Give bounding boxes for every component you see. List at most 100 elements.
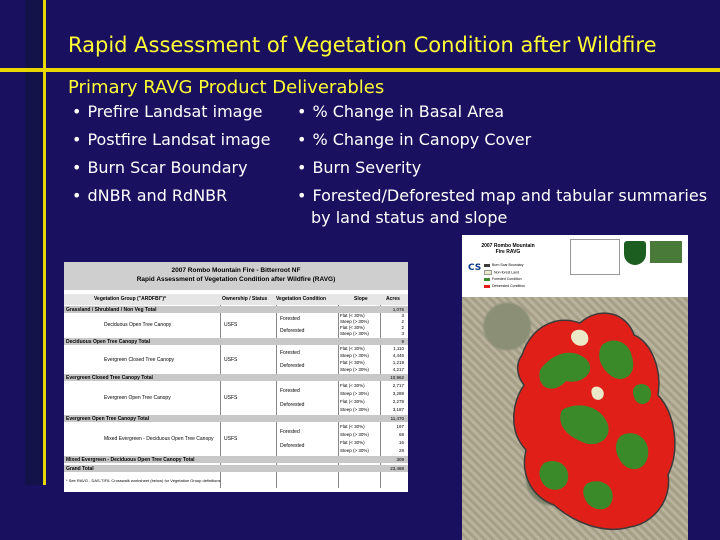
condition-value: Forested	[280, 429, 300, 435]
acres-value: 197	[396, 424, 404, 429]
legend-item-boundary: Burn Scar Boundary	[484, 263, 524, 267]
table-row	[64, 338, 408, 345]
table-footnote: * See RAVG - DAS-TIFIL Crosswalk workshe…	[66, 478, 221, 483]
table-row	[64, 415, 408, 422]
table-row	[64, 465, 408, 472]
slope-value: Flat (< 30%)	[340, 325, 365, 330]
table-title-line2: Rapid Assessment of Vegetation Condition…	[136, 276, 336, 283]
swatch-icon	[484, 277, 490, 281]
acres-value: 1,110	[393, 346, 404, 351]
acres-value: 2,279	[392, 399, 404, 404]
acres-value: 3,289	[392, 391, 404, 396]
table-title: 2007 Rombo Mountain Fire - Bitterroot NF…	[64, 262, 408, 290]
acres-value: 10,962	[390, 375, 404, 380]
acres-value: 3,187	[392, 407, 404, 412]
col-ownership: Ownership / Status	[222, 296, 268, 302]
ravg-summary-table: 2007 Rombo Mountain Fire - Bitterroot NF…	[64, 262, 408, 492]
bullet-right-1: •% Change in Basal Area	[297, 102, 505, 121]
burn-condition-map: 2007 Rombo Mountain Fire RAVG CS Burn Sc…	[462, 235, 688, 540]
forest-service-shield-icon	[624, 241, 646, 265]
acres-value: 4,217	[392, 367, 404, 372]
ownership-value: USFS	[224, 322, 238, 328]
condition-value: Deforested	[280, 443, 305, 449]
acres-value: 11,470	[390, 416, 404, 421]
col-acres: Acres	[386, 296, 400, 302]
swatch-icon	[484, 270, 492, 275]
acres-value: 1,076	[392, 307, 404, 312]
condition-value: Deforested	[280, 328, 305, 334]
table-header-row: Vegetation Group ("ARDFBI")* Ownership /…	[64, 294, 408, 305]
row-label: Evergreen Closed Tree Canopy Total	[66, 375, 153, 381]
yellow-vertical-rule	[43, 0, 46, 485]
legend-item-forested: Forested Condition	[484, 277, 522, 281]
slide-subtitle: Primary RAVG Product Deliverables	[68, 77, 385, 98]
bullet-left-2: • Postfire Landsat image	[72, 130, 271, 149]
bullet-left-4: • dNBR and RdNBR	[72, 186, 228, 205]
legend-item-deforested: Deforested Condition	[484, 284, 525, 288]
col-slope: Slope	[354, 296, 368, 302]
acres-value: 9	[401, 339, 404, 344]
table-row	[64, 374, 408, 381]
table-title-line1: 2007 Rombo Mountain Fire - Bitterroot NF	[171, 267, 301, 274]
left-decor-bar	[25, 0, 43, 485]
slope-value: Steep (> 30%)	[340, 319, 369, 324]
slope-value: Flat (< 30%)	[340, 313, 365, 318]
bullet-right-4-continuation: by land status and slope	[311, 208, 508, 227]
ownership-value: USFS	[224, 395, 238, 401]
ownership-value: USFS	[224, 357, 238, 363]
slope-value: Flat (< 30%)	[340, 399, 365, 404]
acres-value: 3	[401, 331, 404, 336]
slope-value: Steep (> 30%)	[340, 391, 369, 396]
table-row	[64, 306, 408, 313]
acres-value: 4,446	[392, 353, 404, 358]
slope-value: Steep (> 30%)	[340, 432, 369, 437]
legend-item-nonforest: Non-forest Land	[484, 270, 519, 275]
burn-scar-polygon	[513, 312, 676, 531]
acres-value: 3	[401, 313, 404, 318]
acres-value: 309	[396, 457, 404, 462]
slope-value: Flat (< 30%)	[340, 383, 365, 388]
bullet-left-3: • Burn Scar Boundary	[72, 158, 248, 177]
yellow-horizontal-rule	[0, 68, 720, 72]
slope-value: Flat (< 30%)	[340, 346, 365, 351]
row-label: Evergreen Open Tree Canopy	[104, 395, 171, 401]
bullet-right-2: •% Change in Canopy Cover	[297, 130, 532, 149]
condition-value: Forested	[280, 350, 300, 356]
row-label: Evergreen Open Tree Canopy Total	[66, 416, 149, 422]
condition-value: Deforested	[280, 402, 305, 408]
slope-value: Flat (< 30%)	[340, 440, 365, 445]
row-label: Mixed Evergreen - Deciduous Open Tree Ca…	[66, 457, 195, 463]
slope-value: Flat (< 30%)	[340, 424, 365, 429]
acres-value: 28	[398, 448, 404, 453]
acres-value: 2	[401, 319, 404, 324]
acres-value: 1,219	[392, 360, 404, 365]
acres-value: 16	[398, 440, 404, 445]
condition-value: Forested	[280, 316, 300, 322]
col-veg-group: Vegetation Group ("ARDFBI")*	[94, 296, 166, 302]
agency-logo-icon	[650, 241, 682, 263]
slide-title: Rapid Assessment of Vegetation Condition…	[68, 33, 657, 57]
acres-value: 68	[398, 432, 404, 437]
slope-value: Flat (< 30%)	[340, 360, 365, 365]
map-title: 2007 Rombo Mountain Fire RAVG	[481, 243, 535, 255]
row-label: Evergreen Closed Tree Canopy	[104, 357, 175, 363]
slope-value: Steep (> 30%)	[340, 331, 369, 336]
bullet-right-4: • Forested/Deforested map and tabular sum…	[297, 186, 708, 205]
row-label: Grassland / Shrubland / Non Veg Total	[66, 307, 157, 313]
swatch-icon	[484, 263, 490, 267]
slope-value: Steep (> 30%)	[340, 448, 369, 453]
ownership-value: USFS	[224, 436, 238, 442]
cs-logo: CS	[468, 263, 482, 273]
acres-value: 2	[401, 325, 404, 330]
acres-value: 2,717	[392, 383, 404, 388]
slope-value: Steep (> 30%)	[340, 367, 369, 372]
table-row	[64, 456, 408, 463]
col-divider	[380, 305, 381, 488]
row-label: Mixed Evergreen - Deciduous Open Tree Ca…	[104, 436, 214, 442]
map-legend: 2007 Rombo Mountain Fire RAVG CS Burn Sc…	[462, 235, 688, 297]
map-info-box	[570, 239, 620, 275]
bullet-left-1: • Prefire Landsat image	[72, 102, 263, 121]
row-label: Deciduous Open Tree Canopy Total	[66, 339, 151, 345]
row-label: Grand Total	[66, 466, 94, 472]
slope-value: Steep (> 30%)	[340, 407, 369, 412]
